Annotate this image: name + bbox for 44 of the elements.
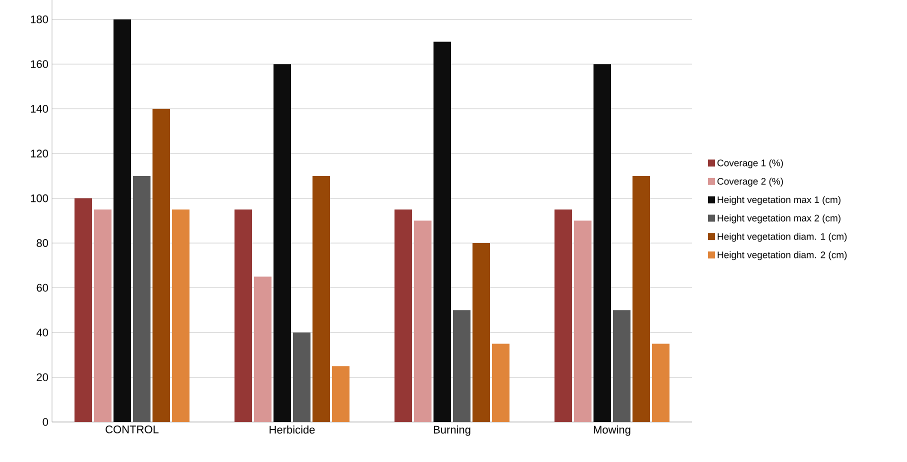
bar — [94, 209, 112, 422]
bar — [114, 19, 132, 422]
bar — [453, 310, 471, 422]
bar — [312, 176, 330, 422]
y-tick-label: 80 — [36, 239, 48, 247]
legend-label: Height vegetation max 2 (cm) — [718, 214, 840, 224]
bar — [414, 220, 432, 422]
bar — [394, 209, 412, 422]
y-tick-label: 120 — [30, 150, 48, 158]
bar — [172, 209, 190, 422]
legend-label: Height vegetation max 1 (cm) — [718, 196, 840, 205]
y-tick-label: 60 — [36, 284, 48, 292]
legend-label: Height vegetation diam. 2 (cm) — [718, 251, 847, 260]
bar — [274, 64, 292, 422]
bar — [594, 64, 611, 422]
bar — [632, 176, 650, 422]
legend-label: Coverage 1 (%) — [717, 159, 783, 168]
bar — [574, 220, 592, 422]
bar — [74, 198, 92, 422]
y-tick-label: 140 — [30, 104, 48, 113]
bar — [492, 344, 510, 422]
x-tick-label: CONTROL — [106, 426, 159, 434]
bar — [152, 108, 170, 422]
bar — [332, 366, 350, 422]
legend-label: Coverage 2 (%) — [717, 178, 783, 187]
x-tick-label: Mowing — [594, 426, 630, 436]
bar — [293, 332, 311, 422]
y-tick-label: 0 — [42, 418, 48, 426]
bar — [472, 243, 490, 422]
bar — [133, 176, 151, 422]
bar — [554, 209, 572, 422]
legend-label: Height vegetation diam. 1 (cm) — [718, 232, 847, 242]
bar — [613, 310, 630, 422]
x-tick-label: Herbicide — [270, 426, 315, 434]
y-tick-label: 160 — [30, 60, 48, 68]
bar — [254, 276, 272, 422]
y-tick-label: 40 — [36, 328, 48, 336]
x-tick-label: Burning — [434, 426, 470, 436]
y-tick-label: 20 — [36, 373, 48, 382]
bar — [234, 209, 252, 422]
y-tick-label: 180 — [30, 15, 48, 24]
bar — [434, 42, 451, 422]
y-tick-label: 100 — [30, 194, 48, 202]
bar — [652, 344, 670, 422]
